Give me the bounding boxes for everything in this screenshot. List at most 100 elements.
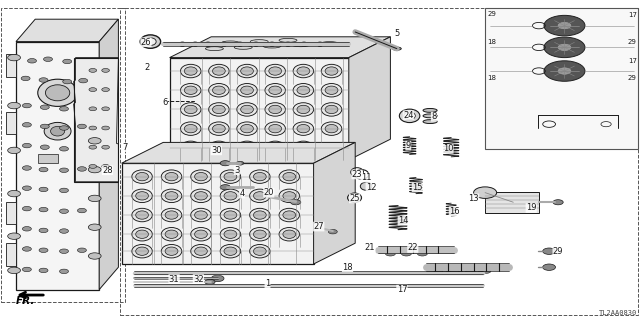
Circle shape — [22, 206, 31, 211]
Ellipse shape — [269, 86, 282, 94]
Ellipse shape — [136, 172, 148, 181]
Ellipse shape — [237, 42, 243, 46]
Polygon shape — [349, 37, 390, 160]
Ellipse shape — [161, 170, 182, 183]
Ellipse shape — [241, 105, 253, 114]
Circle shape — [22, 166, 31, 170]
Polygon shape — [38, 154, 58, 163]
Ellipse shape — [265, 141, 285, 155]
Ellipse shape — [293, 64, 314, 78]
Text: 29: 29 — [628, 39, 637, 44]
Ellipse shape — [301, 42, 307, 46]
Circle shape — [60, 269, 68, 274]
Ellipse shape — [465, 271, 469, 274]
Polygon shape — [122, 163, 314, 264]
Ellipse shape — [237, 122, 257, 135]
Ellipse shape — [250, 40, 268, 44]
Circle shape — [102, 88, 109, 92]
Ellipse shape — [283, 230, 296, 238]
Ellipse shape — [297, 124, 310, 133]
Ellipse shape — [224, 172, 237, 181]
Text: 29: 29 — [628, 76, 637, 81]
Circle shape — [89, 126, 97, 130]
Ellipse shape — [44, 122, 71, 140]
Ellipse shape — [180, 141, 201, 155]
Circle shape — [466, 269, 475, 273]
Ellipse shape — [205, 42, 211, 46]
Ellipse shape — [360, 182, 372, 190]
Circle shape — [39, 167, 48, 172]
Text: 10: 10 — [443, 144, 453, 153]
Text: 22: 22 — [408, 244, 418, 252]
Ellipse shape — [269, 42, 275, 46]
Ellipse shape — [220, 244, 241, 258]
Ellipse shape — [161, 189, 182, 203]
Circle shape — [8, 54, 20, 61]
Circle shape — [8, 267, 20, 274]
Circle shape — [79, 78, 88, 83]
Text: 17: 17 — [628, 12, 637, 18]
Circle shape — [60, 249, 68, 253]
Ellipse shape — [253, 230, 266, 238]
Ellipse shape — [250, 228, 270, 241]
Text: 9: 9 — [406, 141, 411, 150]
Ellipse shape — [241, 67, 253, 75]
Ellipse shape — [195, 247, 207, 255]
Ellipse shape — [184, 124, 197, 133]
Text: 18: 18 — [487, 39, 496, 44]
Ellipse shape — [265, 122, 285, 135]
Ellipse shape — [191, 189, 211, 203]
Circle shape — [89, 88, 97, 92]
Ellipse shape — [205, 47, 223, 51]
Ellipse shape — [192, 42, 198, 46]
Ellipse shape — [325, 86, 338, 94]
Ellipse shape — [253, 247, 266, 255]
Ellipse shape — [195, 172, 207, 181]
Circle shape — [88, 253, 101, 259]
Ellipse shape — [452, 271, 456, 274]
Circle shape — [60, 168, 68, 172]
Ellipse shape — [241, 124, 253, 133]
Circle shape — [22, 227, 31, 231]
Ellipse shape — [209, 103, 229, 116]
Circle shape — [21, 76, 30, 81]
Ellipse shape — [321, 84, 342, 97]
Text: 24: 24 — [403, 111, 413, 120]
Ellipse shape — [237, 84, 257, 97]
Polygon shape — [6, 112, 16, 134]
Circle shape — [39, 268, 48, 273]
Circle shape — [220, 185, 230, 190]
Ellipse shape — [250, 189, 270, 203]
Ellipse shape — [184, 105, 197, 114]
Circle shape — [102, 164, 109, 168]
Ellipse shape — [265, 103, 285, 116]
Ellipse shape — [297, 67, 310, 75]
Ellipse shape — [283, 211, 296, 219]
Ellipse shape — [269, 67, 282, 75]
Ellipse shape — [292, 43, 310, 47]
Ellipse shape — [220, 189, 241, 203]
Circle shape — [39, 207, 48, 212]
Ellipse shape — [132, 208, 152, 222]
Text: 18: 18 — [487, 76, 496, 81]
Circle shape — [102, 107, 109, 111]
Ellipse shape — [423, 108, 437, 112]
Text: 31: 31 — [169, 275, 179, 284]
Text: 30: 30 — [211, 146, 221, 155]
Ellipse shape — [224, 247, 237, 255]
Ellipse shape — [161, 208, 182, 222]
Ellipse shape — [446, 271, 450, 274]
Circle shape — [88, 138, 101, 144]
Text: 8: 8 — [431, 112, 436, 121]
Circle shape — [434, 269, 443, 273]
Ellipse shape — [293, 122, 314, 135]
Circle shape — [236, 161, 244, 165]
Ellipse shape — [209, 122, 229, 135]
Ellipse shape — [250, 170, 270, 183]
Text: 7: 7 — [122, 143, 127, 152]
Ellipse shape — [423, 114, 437, 118]
Circle shape — [89, 145, 97, 149]
Circle shape — [89, 107, 97, 111]
Circle shape — [22, 103, 31, 108]
Ellipse shape — [297, 144, 310, 152]
